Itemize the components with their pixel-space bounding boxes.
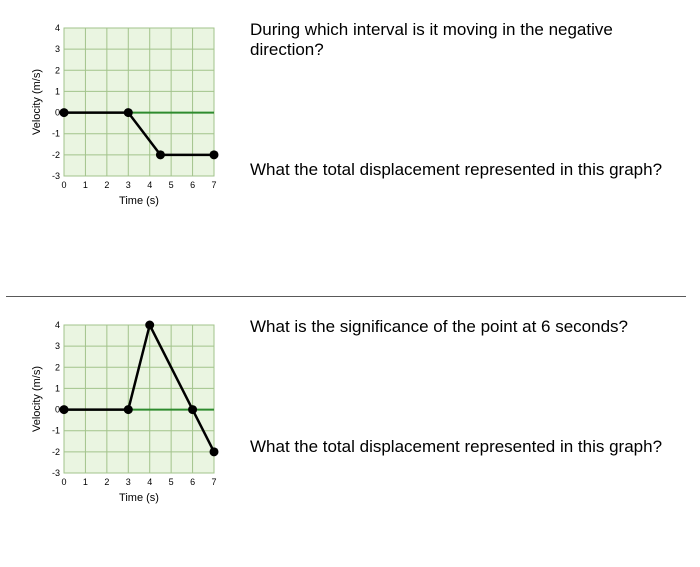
svg-text:7: 7 [211,477,216,487]
svg-text:2: 2 [104,180,109,190]
svg-text:2: 2 [55,362,60,372]
svg-text:1: 1 [55,383,60,393]
chart-1: 0 1 2 3 4 5 6 7 -3 -2 -1 0 1 2 3 4 Time (s) Velocity (m/s… [30,20,220,280]
svg-text:2: 2 [55,65,60,75]
svg-text:5: 5 [169,180,174,190]
svg-text:-3: -3 [52,171,60,181]
svg-text:-1: -1 [52,129,60,139]
svg-text:Velocity (m/s): Velocity (m/s) [31,69,43,135]
svg-text:3: 3 [126,477,131,487]
questions-2: What is the significance of the point at… [250,317,670,557]
svg-text:6: 6 [190,477,195,487]
svg-text:1: 1 [55,86,60,96]
section-2: 0 1 2 3 4 5 6 7 -3 -2 -1 0 1 2 3 4 Time (s) Velocity (m/s… [0,297,700,567]
svg-text:3: 3 [126,180,131,190]
svg-text:2: 2 [104,477,109,487]
svg-text:4: 4 [55,320,60,330]
svg-text:0: 0 [55,108,60,118]
questions-1: During which interval is it moving in th… [250,20,670,280]
section-1: 0 1 2 3 4 5 6 7 -3 -2 -1 0 1 2 3 4 Time (s) Velocity (m/s… [0,0,700,290]
svg-text:5: 5 [169,477,174,487]
svg-text:0: 0 [61,180,66,190]
svg-text:6: 6 [190,180,195,190]
svg-text:1: 1 [83,180,88,190]
svg-text:-3: -3 [52,468,60,478]
svg-text:-2: -2 [52,150,60,160]
svg-text:Time (s): Time (s) [119,492,159,504]
svg-text:0: 0 [55,405,60,415]
svg-text:0: 0 [61,477,66,487]
question-1b: What the total displacement represented … [250,160,670,180]
svg-text:1: 1 [83,477,88,487]
svg-text:4: 4 [55,23,60,33]
svg-text:Time (s): Time (s) [119,195,159,207]
svg-text:3: 3 [55,44,60,54]
svg-text:4: 4 [147,180,152,190]
question-2b: What the total displacement represented … [250,437,670,457]
question-1a: During which interval is it moving in th… [250,20,670,60]
svg-text:3: 3 [55,341,60,351]
svg-text:-1: -1 [52,426,60,436]
svg-text:4: 4 [147,477,152,487]
svg-text:Velocity (m/s): Velocity (m/s) [31,366,43,432]
question-2a: What is the significance of the point at… [250,317,670,337]
chart-2: 0 1 2 3 4 5 6 7 -3 -2 -1 0 1 2 3 4 Time (s) Velocity (m/s… [30,317,220,557]
svg-text:-2: -2 [52,447,60,457]
svg-text:7: 7 [211,180,216,190]
